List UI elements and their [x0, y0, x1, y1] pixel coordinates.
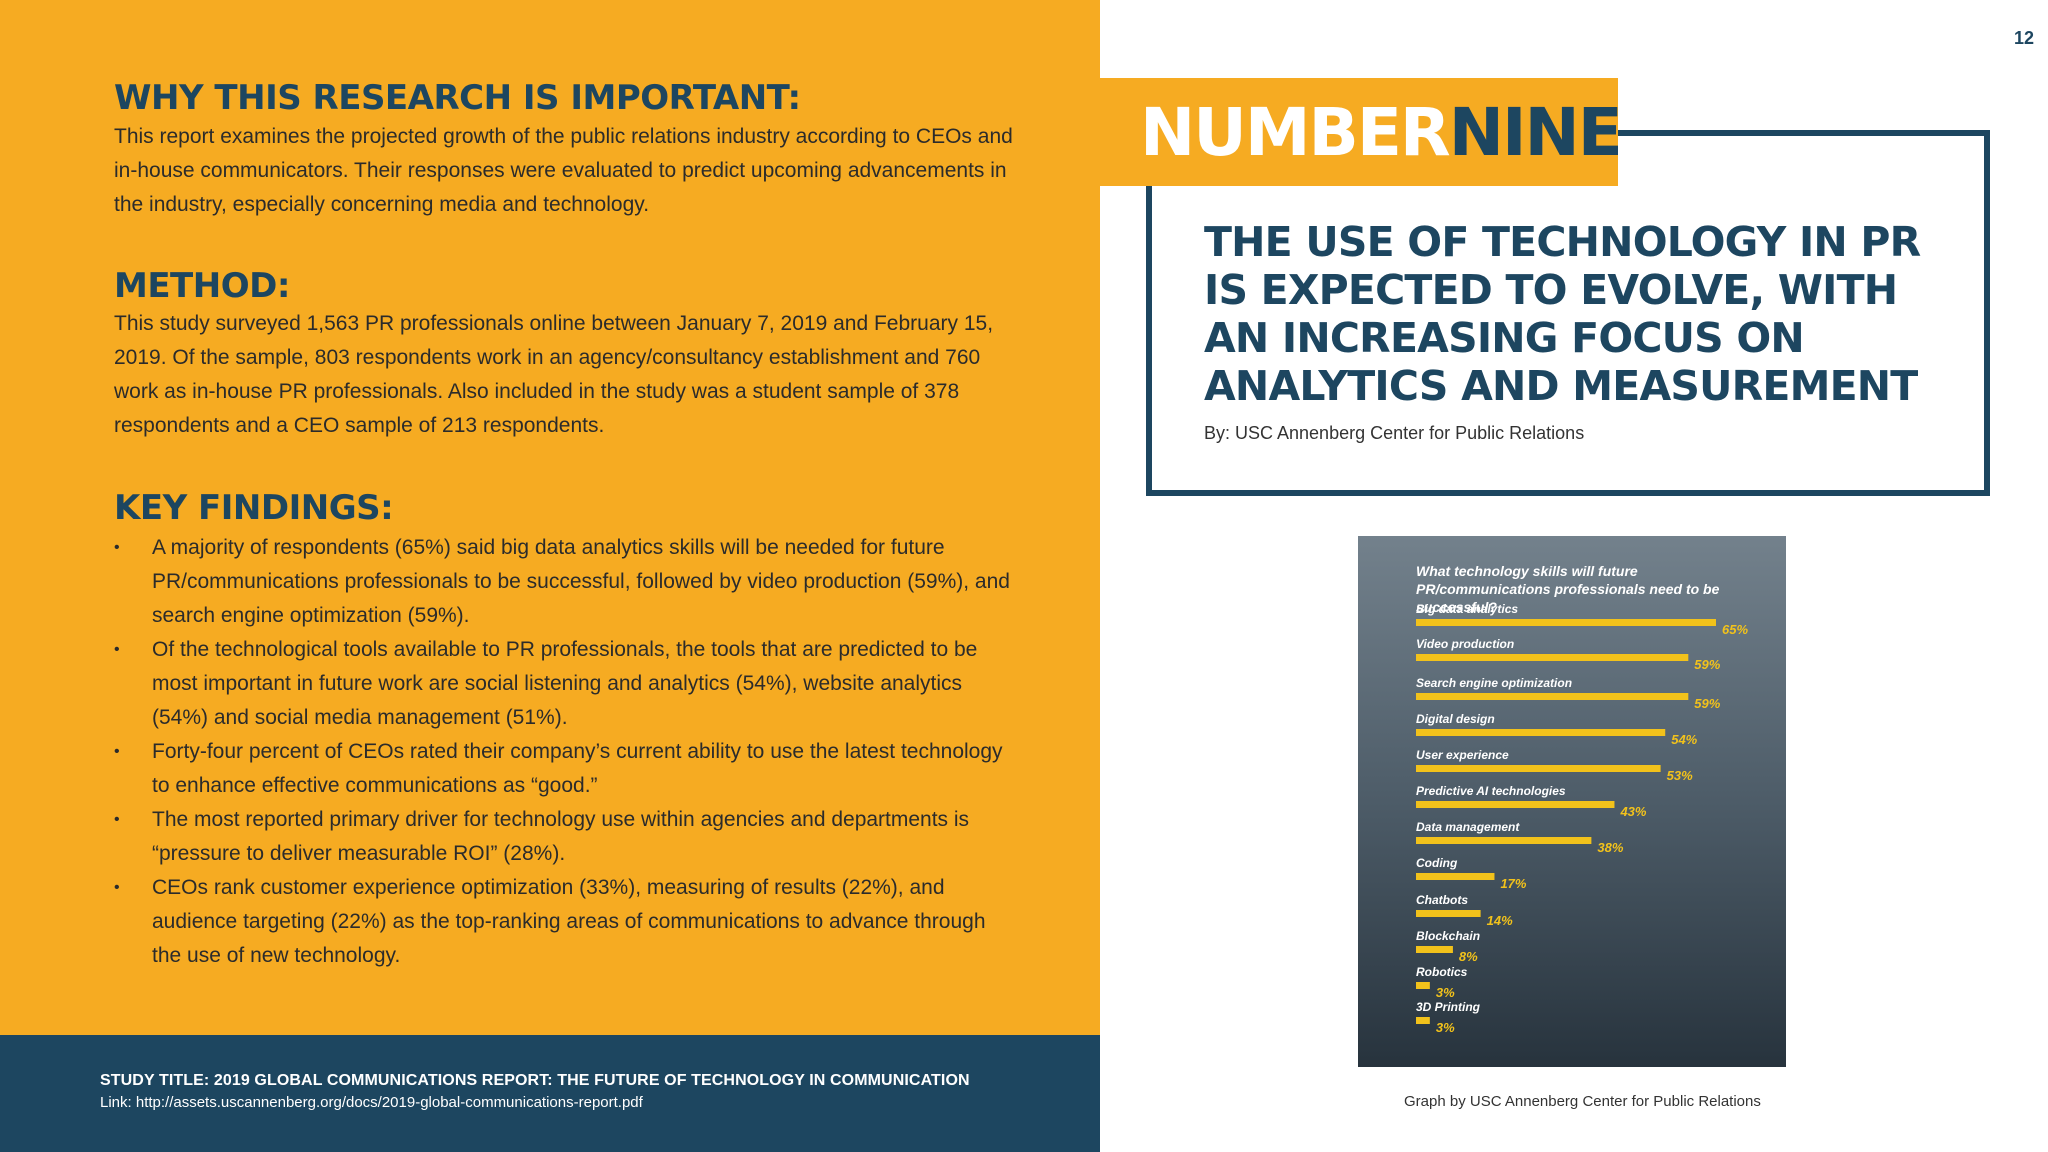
bar — [1416, 801, 1615, 808]
bar — [1416, 910, 1481, 917]
bar-category-label: 3D Printing — [1416, 1000, 1481, 1014]
bar — [1416, 982, 1430, 989]
study-title: STUDY TITLE: 2019 GLOBAL COMMUNICATIONS … — [100, 1072, 970, 1089]
chart-svg: Big data analytics 65% Video production 59%… — [1416, 602, 1748, 1035]
finding-item: CEOs rank customer experience optimizati… — [114, 871, 1014, 973]
finding-item: Of the technological tools available to … — [114, 633, 1014, 735]
bar-category-label: Search engine optimization — [1416, 676, 1572, 690]
number-banner — [1100, 78, 1618, 186]
bar-category-label: Video production — [1416, 637, 1514, 651]
bar — [1416, 946, 1453, 953]
bar-category-label: Chatbots — [1416, 893, 1468, 907]
bar-category-label: Predictive AI technologies — [1416, 784, 1566, 798]
bar-value-label: 3% — [1436, 985, 1455, 1000]
method-heading: METHOD: — [114, 266, 290, 306]
finding-item: Forty-four percent of CEOs rated their c… — [114, 735, 1014, 803]
number-banner-text: NUMBERNINE — [1140, 94, 1623, 171]
bar-value-label: 65% — [1722, 622, 1748, 637]
bar-value-label: 8% — [1459, 949, 1478, 964]
bar-value-label: 38% — [1597, 840, 1623, 855]
finding-item: The most reported primary driver for tec… — [114, 803, 1014, 871]
bar-value-label: 43% — [1619, 804, 1646, 819]
bar-value-label: 14% — [1487, 913, 1513, 928]
skills-chart: What technology skills will future PR/co… — [1358, 536, 1786, 1067]
bar — [1416, 765, 1661, 772]
study-footer — [0, 1035, 1100, 1152]
bar-category-label: Digital design — [1416, 712, 1495, 726]
why-text: This report examines the projected growt… — [114, 125, 1013, 216]
banner-word-nine: NINE — [1448, 94, 1623, 171]
bar-value-label: 59% — [1694, 696, 1720, 711]
key-findings-list: A majority of respondents (65%) said big… — [114, 531, 1014, 973]
bar-category-label: Big data analytics — [1416, 602, 1518, 616]
bar — [1416, 1017, 1430, 1024]
bar — [1416, 619, 1716, 626]
bar-value-label: 3% — [1436, 1020, 1455, 1035]
bar — [1416, 693, 1689, 700]
bar-category-label: Coding — [1416, 856, 1458, 870]
key-findings-heading: KEY FINDINGS: — [114, 488, 394, 528]
bar — [1416, 873, 1495, 880]
bar-category-label: Robotics — [1416, 965, 1468, 979]
method-text: This study surveyed 1,563 PR professiona… — [114, 312, 994, 437]
byline: By: USC Annenberg Center for Public Rela… — [1204, 423, 1585, 443]
study-link[interactable]: Link: http://assets.uscannenberg.org/doc… — [100, 1094, 643, 1111]
bar-value-label: 53% — [1667, 768, 1693, 783]
bar-category-label: Data management — [1416, 820, 1520, 834]
banner-word-number: NUMBER — [1140, 94, 1451, 171]
bar-value-label: 54% — [1671, 732, 1697, 747]
headline-frame — [1146, 130, 1990, 496]
headline: THE USE OF TECHNOLOGY IN PR IS EXPECTED … — [1204, 218, 1921, 410]
chart-caption: Graph by USC Annenberg Center for Public… — [1404, 1093, 1761, 1110]
bar-value-label: 17% — [1500, 876, 1526, 891]
bar — [1416, 729, 1666, 736]
bar-category-label: User experience — [1416, 748, 1509, 762]
chart-title: What technology skills will future PR/co… — [1416, 563, 1720, 615]
bar-value-label: 59% — [1694, 657, 1720, 672]
page-number: 12 — [2013, 28, 2034, 48]
why-heading: WHY THIS RESEARCH IS IMPORTANT: — [114, 78, 801, 118]
bar-category-label: Blockchain — [1416, 929, 1480, 943]
bar — [1416, 837, 1592, 844]
bar — [1416, 654, 1689, 661]
finding-item: A majority of respondents (65%) said big… — [114, 531, 1014, 633]
